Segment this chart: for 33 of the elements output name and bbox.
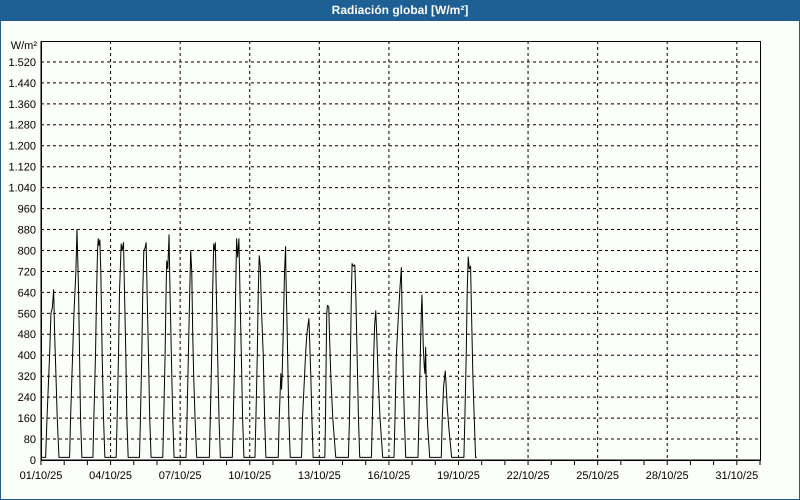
y-tick-label: 1.200 [8,140,36,153]
y-tick-label: 640 [18,287,36,300]
x-tick-label: 25/10/25 [576,470,620,482]
x-tick-label: 10/10/25 [228,470,272,482]
y-tick-label: 1.280 [8,120,36,132]
y-tick-label: 1.520 [8,56,36,69]
y-axis-title: W/m² [10,40,37,53]
y-tick-label: 480 [18,329,36,342]
y-tick-label: 80 [24,434,36,446]
x-tick-label: 16/10/25 [367,470,410,482]
y-tick-label: 400 [18,350,36,362]
x-tick-label: 13/10/25 [298,470,341,482]
x-tick-label: 04/10/25 [89,470,132,482]
y-tick-label: 800 [18,245,36,258]
y-tick-label: 160 [18,413,36,426]
x-tick-label: 19/10/25 [437,470,480,482]
x-tick-label: 07/10/25 [158,470,202,482]
y-tick-label: 240 [18,392,36,404]
chart-title: Radiación global [W/m²] [0,0,800,21]
y-tick-label: 720 [18,266,36,278]
y-tick-label: 880 [18,224,36,236]
x-tick-label: 22/10/25 [506,470,550,482]
y-tick-label: 1.120 [8,162,36,174]
y-tick-label: 0 [30,454,36,467]
x-tick-label: 01/10/25 [20,470,62,482]
x-tick-label: 28/10/25 [646,470,689,482]
y-tick-label: 560 [18,308,36,320]
y-tick-label: 1.440 [8,78,36,90]
y-tick-label: 1.040 [8,182,36,195]
y-tick-label: 1.360 [8,98,36,111]
y-tick-label: 960 [18,204,36,216]
y-tick-label: 320 [18,371,36,384]
x-tick-label: 31/10/25 [715,470,758,482]
